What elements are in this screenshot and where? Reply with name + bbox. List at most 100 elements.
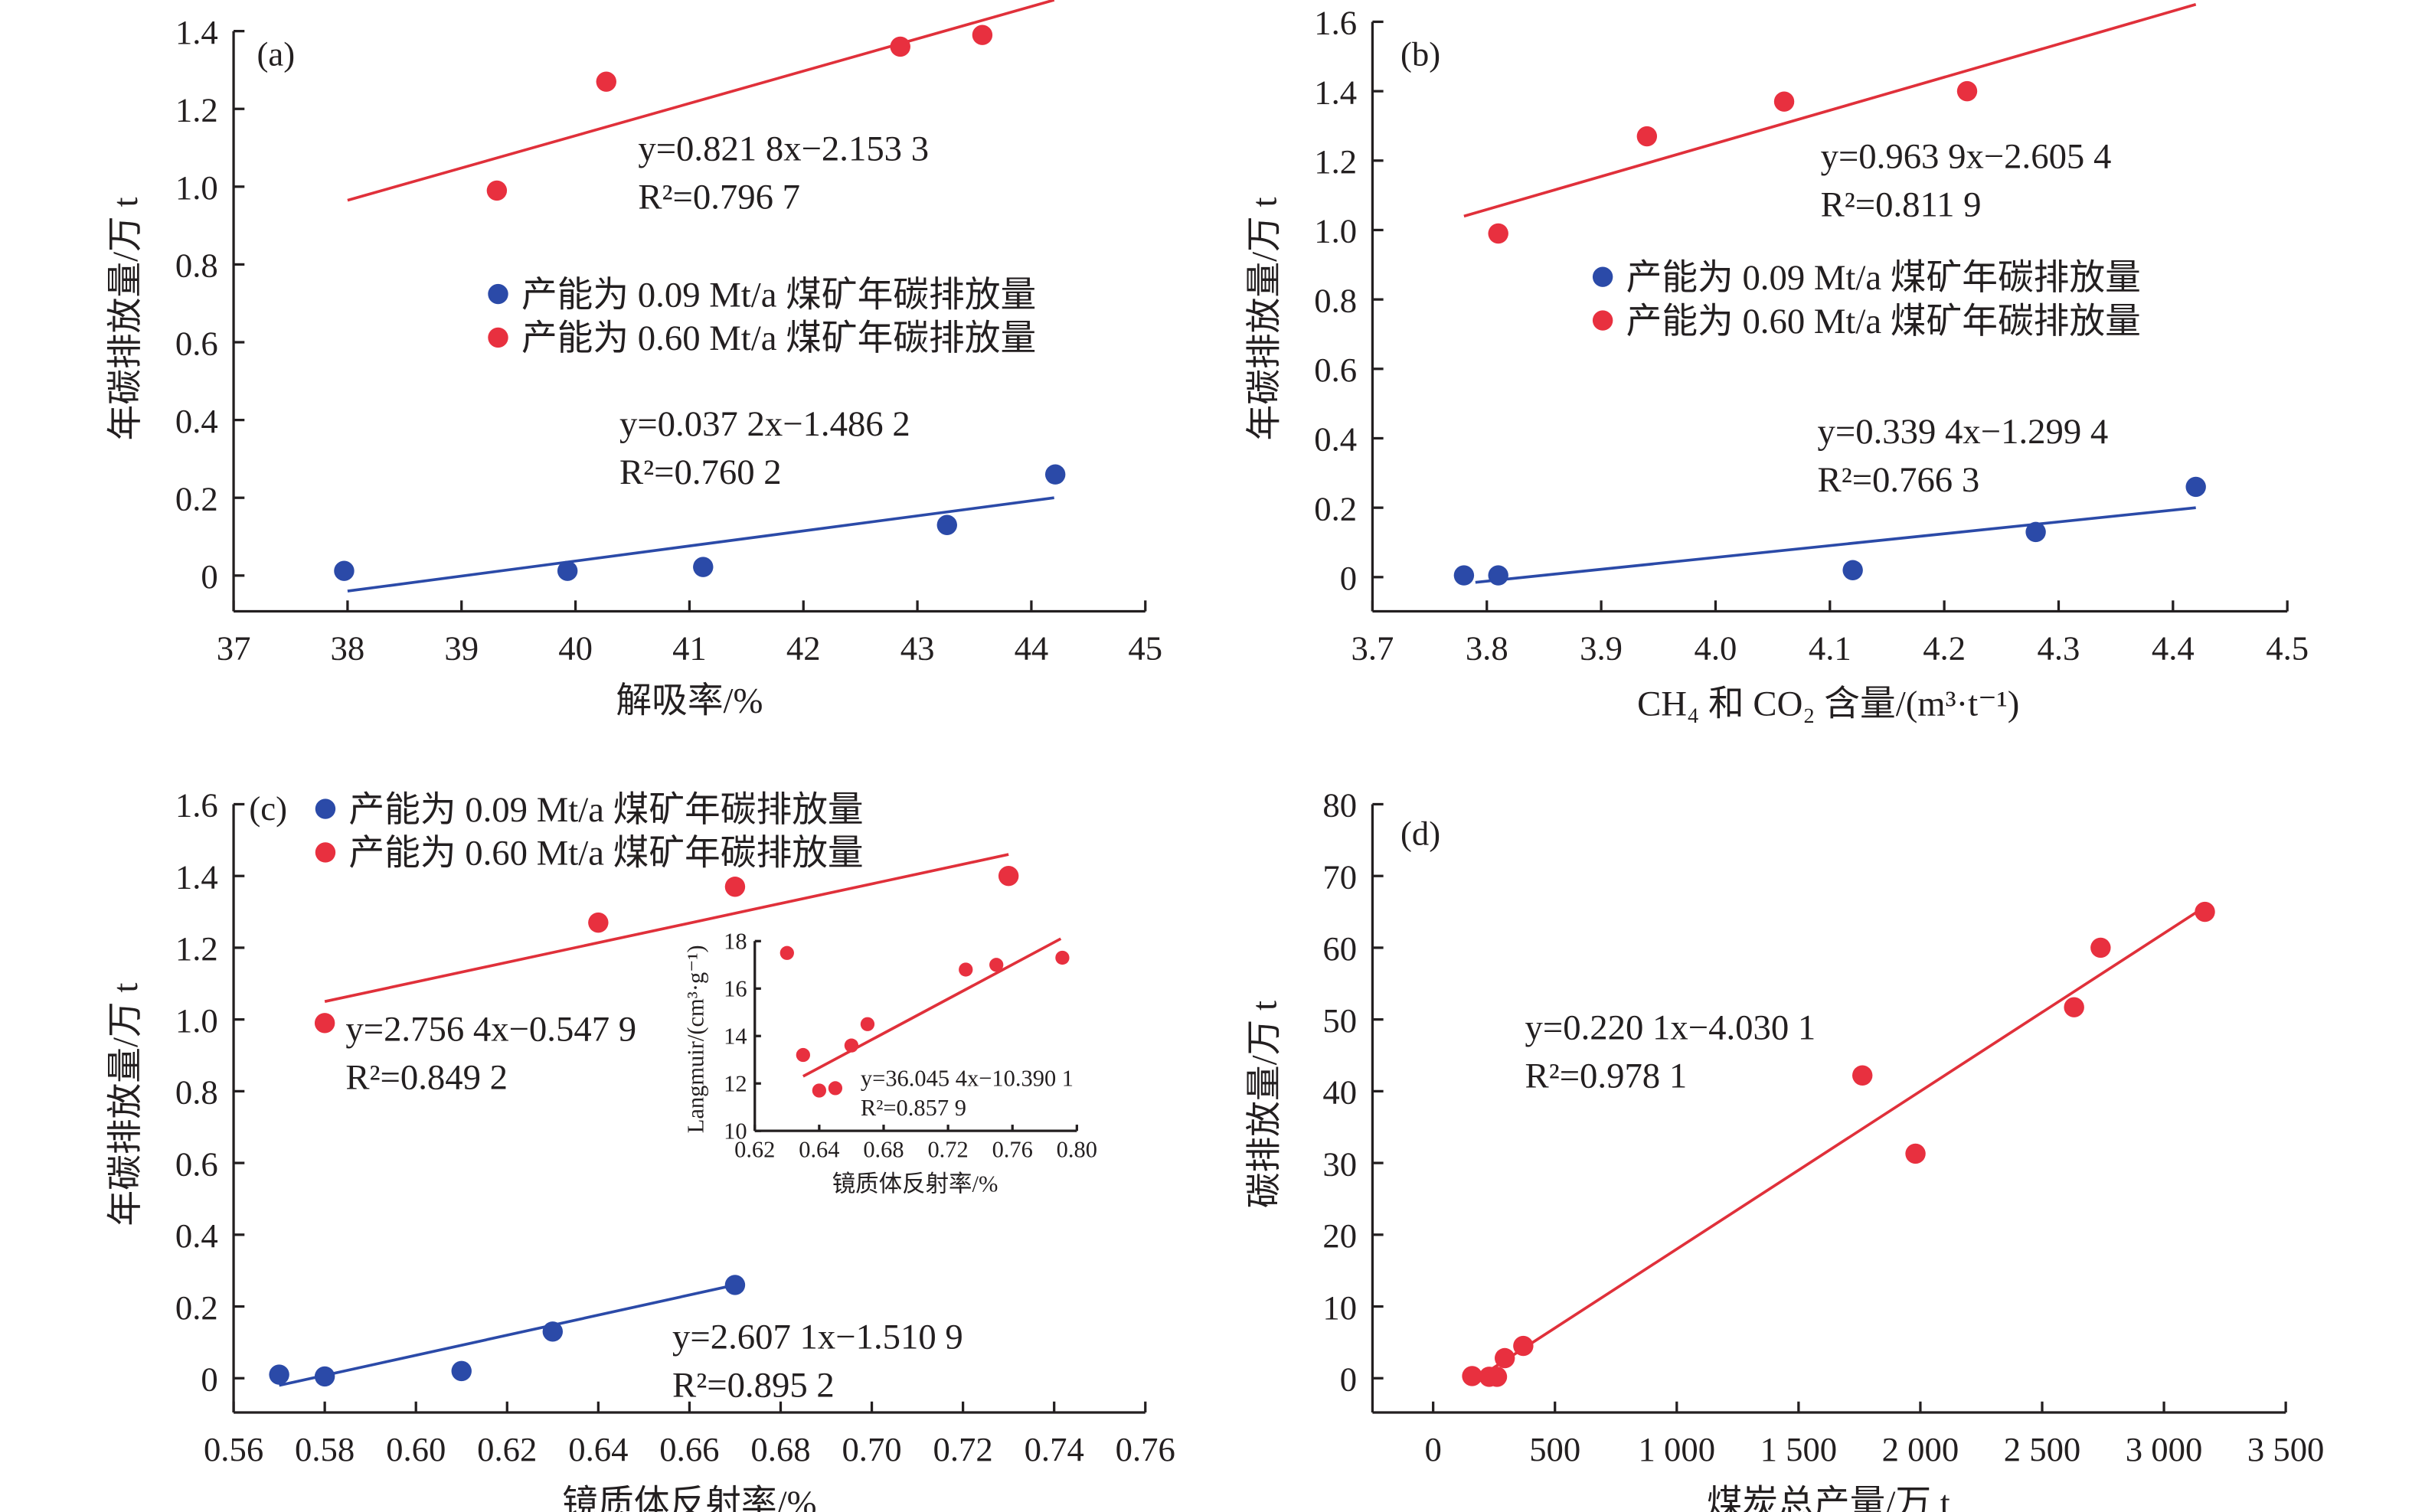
data-point-red [959, 962, 973, 977]
data-point-red [1494, 1347, 1515, 1369]
y-axis-label: 年碳排放量/万 t [1244, 198, 1284, 441]
x-tick-label: 0.80 [1057, 1137, 1097, 1163]
r-squared: R²=0.766 3 [1818, 460, 1980, 500]
x-tick-label: 41 [672, 629, 707, 668]
y-tick-label: 40 [1322, 1073, 1357, 1112]
y-tick-label: 1.6 [175, 786, 218, 825]
fit-line-blue [347, 496, 1054, 593]
y-tick-label: 0.4 [1314, 420, 1357, 459]
data-point-blue [1842, 560, 1863, 580]
x-tick-label: 0.68 [863, 1137, 904, 1163]
x-tick-label: 42 [786, 629, 821, 668]
data-point-red [972, 24, 993, 45]
x-tick-label: 39 [444, 629, 479, 668]
data-point-red [724, 877, 746, 897]
data-point-blue [269, 1364, 289, 1385]
regression-equation: y=2.756 4x−0.547 9 [345, 1009, 636, 1049]
data-point-red [844, 1038, 859, 1053]
y-tick-label: 1.0 [1314, 212, 1357, 250]
data-point-red [1956, 80, 1978, 102]
regression-equation: y=0.220 1x−4.030 1 [1525, 1007, 1816, 1047]
x-tick-label: 2 500 [2004, 1430, 2081, 1468]
regression-equation: y=0.339 4x−1.299 4 [1818, 412, 2109, 452]
y-tick-label: 10 [724, 1118, 747, 1144]
fit-line-red [347, 0, 1055, 202]
y-tick-label: 0.6 [175, 324, 218, 362]
y-tick-label: 0.6 [175, 1145, 218, 1183]
y-tick-label: 30 [1322, 1145, 1357, 1183]
data-point-red [890, 36, 910, 57]
x-axis-label: 镜质体反射率/% [832, 1171, 998, 1197]
data-point-blue [2025, 521, 2046, 543]
x-tick-label: 38 [331, 629, 365, 668]
data-point-red [1055, 950, 1070, 965]
y-tick-label: 14 [724, 1023, 747, 1049]
data-point-red [998, 866, 1019, 887]
fit-line-red [1463, 3, 2197, 218]
y-tick-label: 1.2 [175, 90, 218, 129]
panel-label: (d) [1400, 814, 1440, 852]
x-tick-label: 3 000 [2126, 1430, 2203, 1468]
legend-marker-blue [1592, 266, 1613, 287]
y-tick-label: 1.4 [1314, 73, 1357, 111]
data-point-red [588, 912, 609, 933]
data-point-blue [1488, 565, 1508, 586]
x-tick-label: 0.74 [1025, 1430, 1084, 1468]
y-tick-label: 1.4 [175, 13, 218, 51]
y-tick-label: 0.8 [1314, 281, 1357, 319]
x-tick-label: 0.66 [659, 1430, 719, 1468]
data-point-red [1513, 1335, 1534, 1357]
data-point-red [1488, 223, 1508, 244]
panel-label: (a) [257, 34, 296, 73]
fit-line-red [1469, 905, 2206, 1385]
regression-equation: y=2.607 1x−1.510 9 [672, 1318, 963, 1357]
fit-line-blue [1475, 506, 2196, 584]
x-tick-label: 0.70 [842, 1430, 901, 1468]
data-point-red [1486, 1367, 1508, 1387]
data-point-red [1905, 1143, 1926, 1164]
r-squared: R²=0.760 2 [619, 452, 782, 492]
r-squared: R²=0.857 9 [861, 1095, 966, 1121]
y-tick-label: 80 [1322, 786, 1357, 825]
x-tick-label: 0.62 [734, 1137, 775, 1163]
y-tick-label: 12 [724, 1070, 747, 1096]
data-point-red [596, 71, 616, 92]
r-squared: R²=0.811 9 [1821, 185, 1982, 224]
legend-marker-red [315, 842, 336, 863]
y-tick-label: 1.2 [1314, 142, 1357, 181]
data-point-red [860, 1017, 875, 1031]
y-tick-label: 1.2 [175, 929, 218, 968]
x-tick-label: 1 500 [1760, 1430, 1838, 1468]
y-tick-label: 0.6 [1314, 351, 1357, 389]
x-tick-label: 44 [1015, 629, 1049, 668]
data-point-red [779, 945, 794, 960]
x-axis-label: CH₄ 和 CO₂ 含量/(m³·t⁻¹) [1637, 684, 2019, 724]
x-tick-label: 0.72 [933, 1430, 993, 1468]
x-tick-label: 40 [558, 629, 593, 668]
x-tick-label: 4.5 [2266, 629, 2309, 668]
y-tick-label: 16 [724, 975, 747, 1001]
regression-equation: y=36.045 4x−10.390 1 [861, 1065, 1074, 1091]
legend-label: 产能为 0.09 Mt/a 煤矿年碳排放量 [521, 275, 1036, 315]
legend-marker-blue [488, 283, 508, 305]
panel-a: 37 38 39 40 41 42 43 44 45 0 0.2 0.4 0.6 0.8 1.0 1.2 1.4… [106, 0, 1162, 721]
data-point-blue [314, 1366, 335, 1387]
r-squared: R²=0.849 2 [345, 1057, 508, 1097]
legend-label: 产能为 0.09 Mt/a 煤矿年碳排放量 [1626, 258, 2141, 298]
x-axis-label: 镜质体反射率/% [562, 1484, 816, 1512]
x-tick-label: 0 [1424, 1430, 1441, 1468]
panel-label: (c) [249, 789, 287, 828]
y-axis-label: 年碳排放量/万 t [106, 983, 145, 1226]
legend-label: 产能为 0.60 Mt/a 煤矿年碳排放量 [1626, 302, 2141, 341]
x-tick-label: 0.60 [386, 1430, 446, 1468]
panel-label: (b) [1400, 34, 1440, 73]
y-axis-label: 碳排放量/万 t [1244, 1001, 1284, 1208]
data-point-blue [451, 1360, 472, 1382]
x-tick-label: 3.7 [1351, 629, 1394, 668]
fit-line-red [802, 937, 1062, 1078]
x-tick-label: 500 [1529, 1430, 1580, 1468]
y-tick-label: 0 [1340, 559, 1357, 597]
panel-c: 0.56 0.58 0.60 0.62 0.64 0.66 0.68 0.70 0.72 0.74… [106, 786, 1175, 1512]
y-tick-label: 60 [1322, 929, 1357, 968]
y-tick-label: 0.2 [175, 479, 218, 518]
